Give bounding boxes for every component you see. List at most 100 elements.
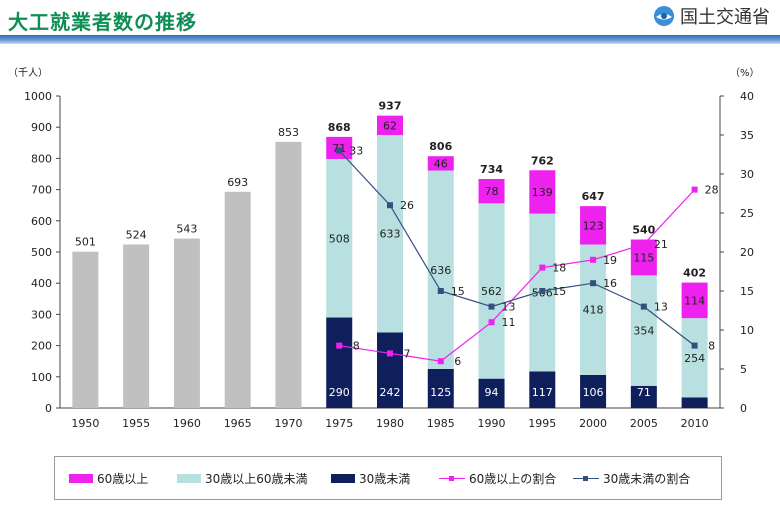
bar-segment [529,371,556,408]
y-axis-title-left: （千人） [8,67,48,79]
bar-total-label: 540 [632,224,655,237]
bar-segment [580,244,607,375]
bar-segment [681,397,708,408]
line-point-label: 19 [603,254,617,267]
legend-line-swatch [439,474,465,484]
y-tick-label-right: 30 [740,168,754,181]
bar-segment-label: 46 [434,157,448,170]
line-series [338,150,695,347]
bar-segment-label: 115 [633,251,654,264]
bar-total-label: 402 [683,267,706,280]
y-tick-label-right: 20 [740,246,754,259]
line-point-label: 21 [654,238,668,251]
line-point [640,241,647,248]
bar-total-label: 693 [227,176,248,189]
x-tick-label: 1960 [173,417,201,430]
bar-total-label: 734 [480,163,503,176]
legend-item-under-30-ratio: 30歳未満の割合 [573,470,690,487]
legend-swatch [69,474,93,483]
bar-segment [630,275,657,386]
legend-label: 60歳以上の割合 [469,472,557,486]
line-point [590,256,597,263]
y-tick-label-left: 900 [31,121,52,134]
x-tick-label: 1995 [528,417,556,430]
bar-segment-label: 78 [485,185,499,198]
bar-segment-label: 242 [380,386,401,399]
bar-segment [580,374,607,408]
bar-total-label: 853 [278,126,299,139]
bar-segment-label: 354 [633,325,654,338]
bar-segment-label: 123 [583,219,604,232]
header-band [0,35,780,44]
org-name: 国土交通省 [680,7,770,28]
bar-segment-label: 114 [684,294,705,307]
bar-segment-label: 125 [430,386,451,399]
line-point [691,186,698,193]
bar-segment-label: 508 [329,232,350,245]
y-tick-label-left: 500 [31,246,52,259]
bar-segment-label: 418 [583,304,604,317]
line-point-label: 13 [654,301,668,314]
bar-total-label: 937 [379,100,402,113]
bar-segment-label: 139 [532,186,553,199]
bar-total-label: 524 [126,229,147,242]
line-point-label: 15 [552,285,566,298]
bar-total [123,244,150,408]
y-tick-label-right: 40 [740,90,754,103]
y-tick-label-right: 0 [740,402,747,415]
bar-segment [326,159,353,318]
y-tick-label-right: 10 [740,324,754,337]
bar-segment-label: 636 [430,264,451,277]
line-point [691,342,698,349]
y-tick-label-left: 100 [31,371,52,384]
bar-segment [326,317,353,408]
x-tick-label: 1980 [376,417,404,430]
chart-legend: 60歳以上 30歳以上60歳未満 30歳未満 60歳以上の割合 30歳未満の割合 [54,456,722,500]
bar-segment [580,206,607,245]
legend-swatch [177,474,201,483]
x-tick-label: 1975 [325,417,353,430]
y-tick-label-left: 400 [31,277,52,290]
ministry-emblem-icon [654,6,674,26]
line-point [437,288,444,294]
x-tick-label: 2005 [630,417,658,430]
bar-segment [478,378,505,408]
bar-total [173,238,200,408]
bar-segment [478,178,505,204]
y-tick-label-left: 300 [31,308,52,321]
bar-total [275,141,302,408]
y-tick-label-right: 15 [740,285,754,298]
line-point-label: 15 [451,285,465,298]
bar-segment-label: 106 [583,386,604,399]
bar-segment [630,385,657,408]
line-point-label: 6 [454,355,461,368]
line-point-label: 28 [705,184,719,197]
line-point [590,280,597,287]
bar-segment-label: 62 [383,119,397,132]
bar-total [72,251,99,408]
x-tick-label: 1955 [122,417,150,430]
org-logo: 国土交通省 [653,3,770,29]
legend-item-30-60: 30歳以上60歳未満 [177,470,308,487]
line-point-label: 11 [502,316,516,329]
y-tick-label-right: 35 [740,129,754,142]
legend-label: 30歳未満の割合 [603,472,691,486]
bar-segment-label: 562 [481,285,502,298]
y-tick-label-right: 25 [740,207,754,220]
legend-item-60-plus: 60歳以上 [69,470,148,487]
legend-swatch [331,474,355,483]
bar-total-label: 868 [328,121,351,134]
bar-segment [478,203,505,379]
bar-segment [529,170,556,214]
bar-segment [377,135,403,333]
line-point [336,147,343,154]
bar-segment [681,282,708,319]
line-series [339,189,696,362]
bar-segment-label: 94 [485,386,499,399]
legend-item-under-30: 30歳未満 [331,470,410,487]
x-tick-label: 1970 [274,417,302,430]
bar-segment [681,318,708,398]
x-tick-label: 1965 [224,417,252,430]
legend-item-60-plus-ratio: 60歳以上の割合 [439,470,556,487]
bar-segment-label: 633 [380,228,401,241]
